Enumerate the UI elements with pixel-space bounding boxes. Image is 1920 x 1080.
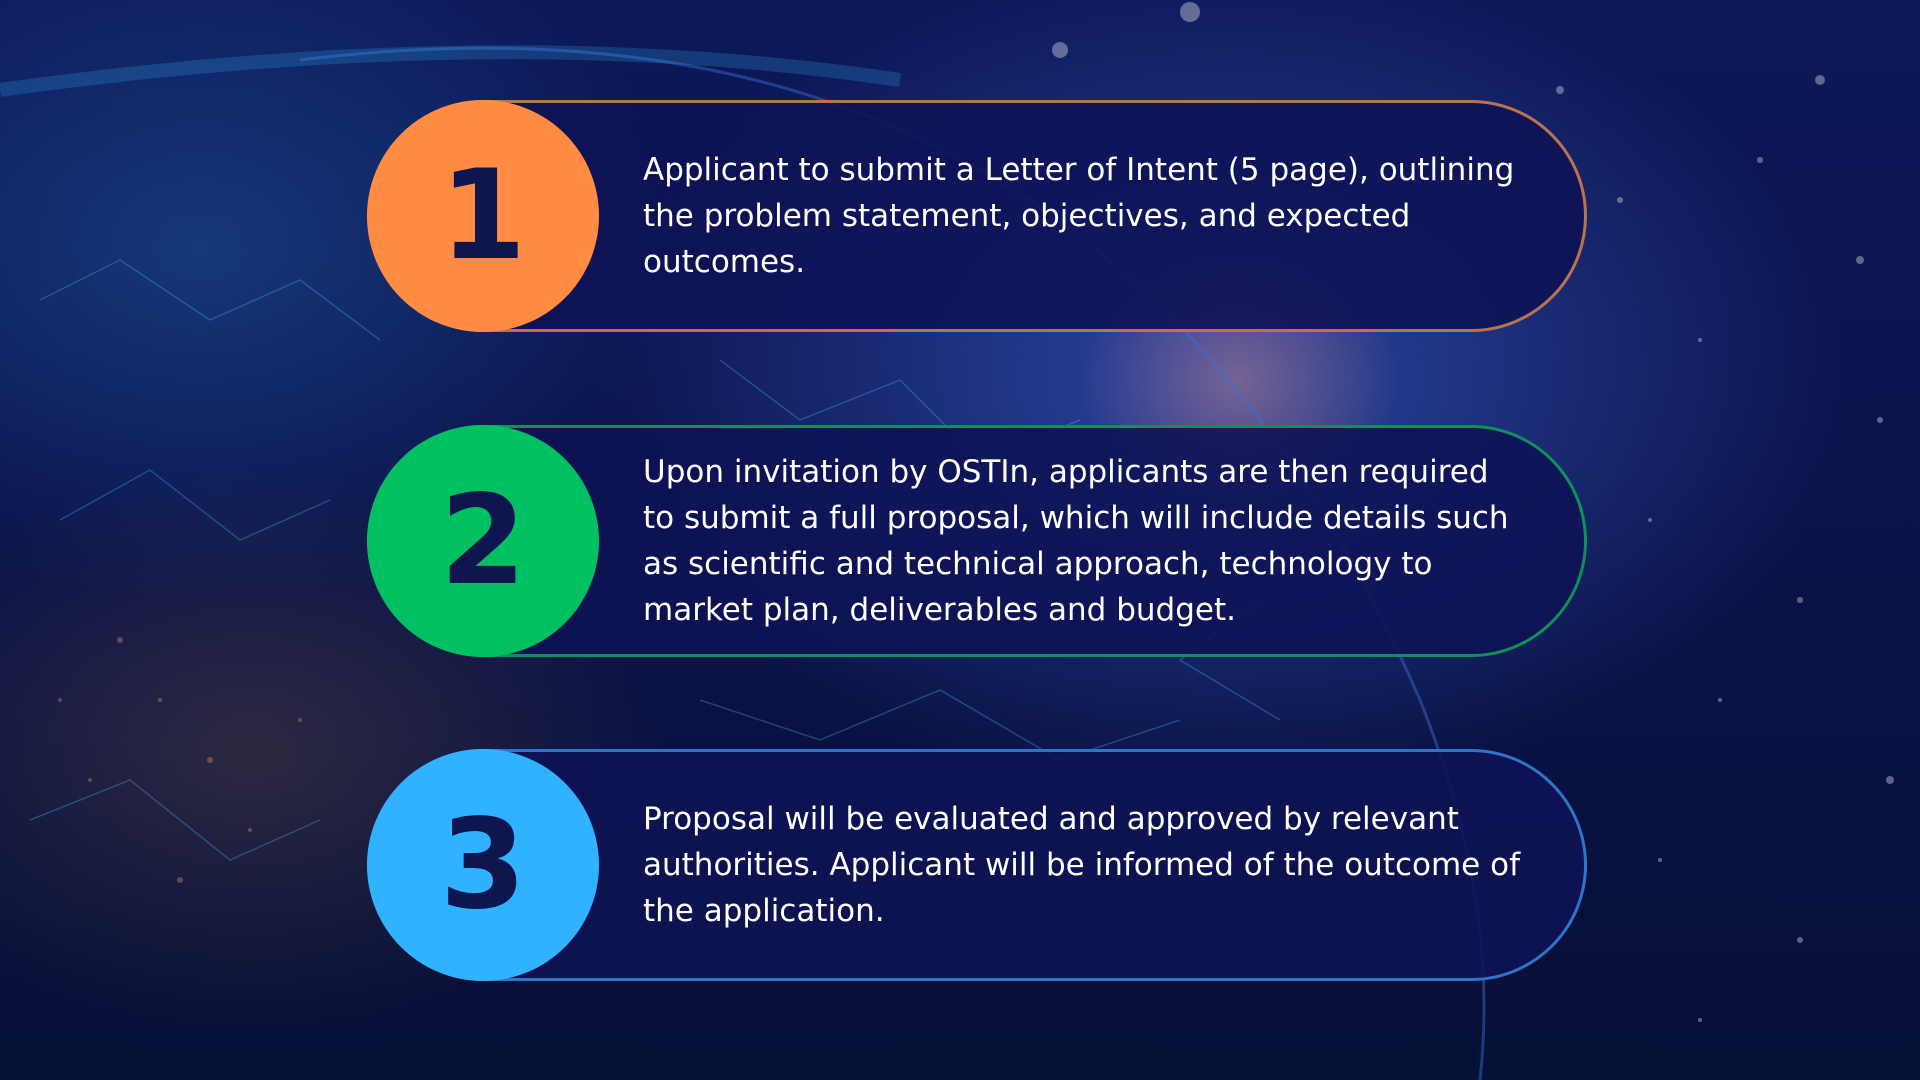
step-1-text-box: Applicant to submit a Letter of Intent (… [643,100,1523,332]
step-2-description: Upon invitation by OSTIn, applicants are… [643,454,1509,628]
step-3-number: 3 [439,793,527,937]
step-2-text-box: Upon invitation by OSTIn, applicants are… [643,425,1523,657]
step-2-number: 2 [439,469,527,613]
step-1-number-circle: 1 [367,100,599,332]
step-1-description: Applicant to submit a Letter of Intent (… [643,152,1515,280]
step-3: 3 Proposal will be evaluated and approve… [367,749,1587,981]
step-3-number-circle: 3 [367,749,599,981]
step-2-number-circle: 2 [367,425,599,657]
step-3-text-box: Proposal will be evaluated and approved … [643,749,1523,981]
step-1-number: 1 [439,144,527,288]
step-1: 1 Applicant to submit a Letter of Intent… [367,100,1587,332]
step-3-description: Proposal will be evaluated and approved … [643,801,1520,929]
step-2: 2 Upon invitation by OSTIn, applicants a… [367,425,1587,657]
